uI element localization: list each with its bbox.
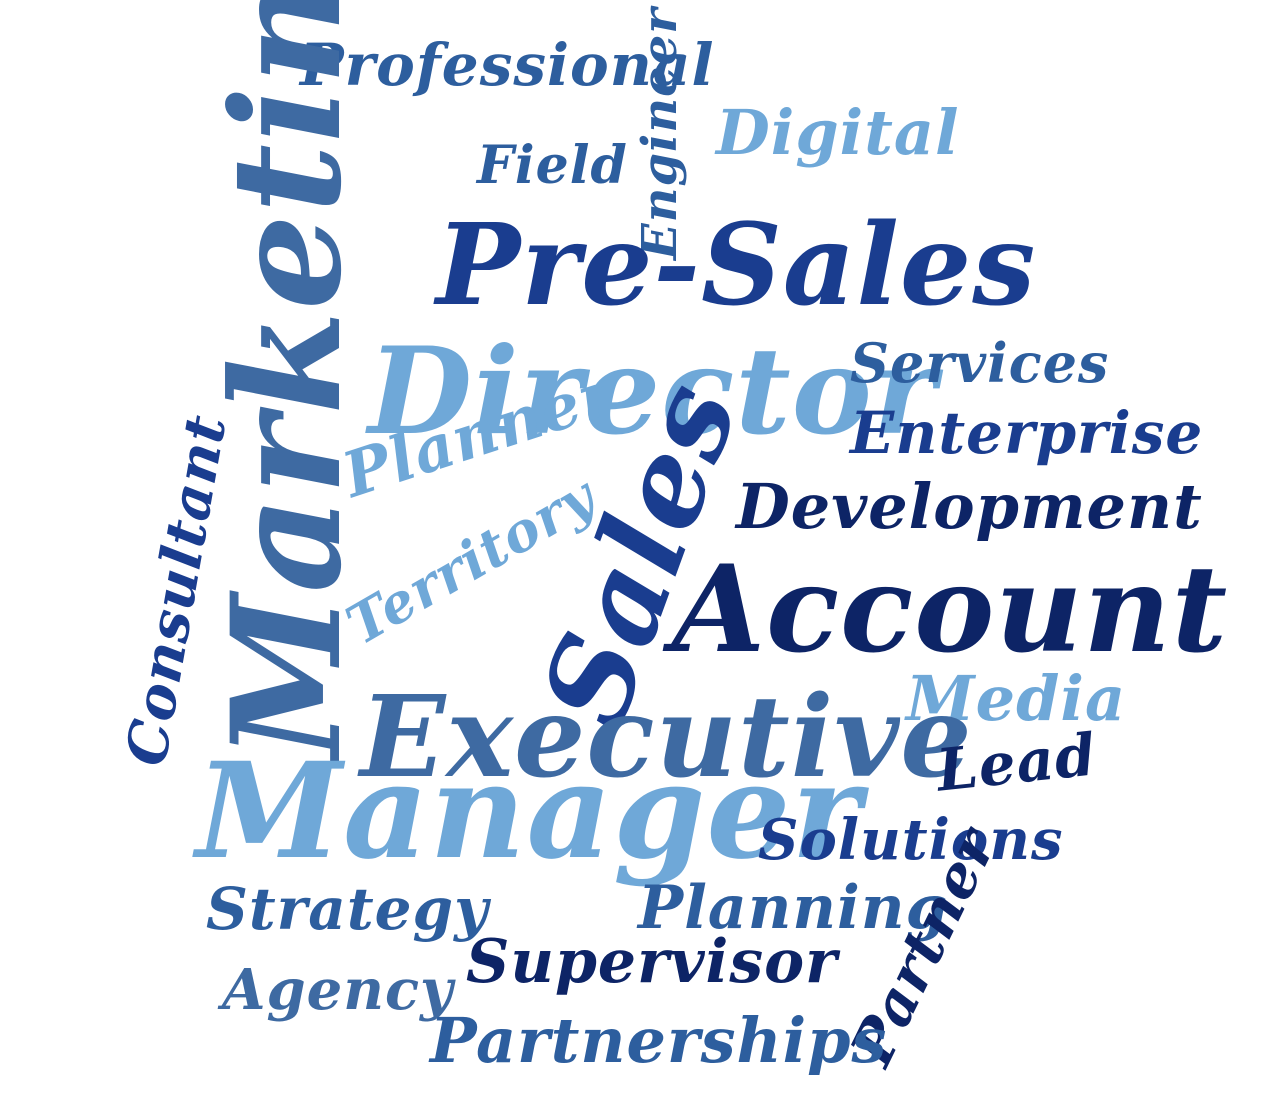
word-services: Services bbox=[850, 331, 1110, 395]
word-executive: Executive bbox=[360, 672, 973, 803]
word-digital: Digital bbox=[716, 96, 960, 169]
word-marketing: Marketing bbox=[199, 0, 375, 760]
word-solutions: Solutions bbox=[758, 807, 1064, 873]
word-agency: Agency bbox=[222, 957, 454, 1023]
word-partnerships: Partnerships bbox=[430, 1004, 888, 1077]
word-pre-sales: Pre-Sales bbox=[436, 200, 1037, 331]
word-strategy: Strategy bbox=[206, 875, 489, 943]
word-supervisor: Supervisor bbox=[466, 927, 838, 997]
word-planning: Planning bbox=[638, 873, 949, 943]
word-media: Media bbox=[906, 662, 1127, 735]
word-director: Director bbox=[368, 321, 937, 462]
word-lead: Lead bbox=[933, 720, 1100, 805]
word-development: Development bbox=[736, 470, 1203, 543]
word-field: Field bbox=[477, 135, 628, 196]
word-enterprise: Enterprise bbox=[850, 399, 1204, 467]
word-professional: Professional bbox=[300, 31, 715, 99]
word-manager: Manager bbox=[196, 734, 862, 889]
word-account: Account bbox=[672, 539, 1229, 680]
